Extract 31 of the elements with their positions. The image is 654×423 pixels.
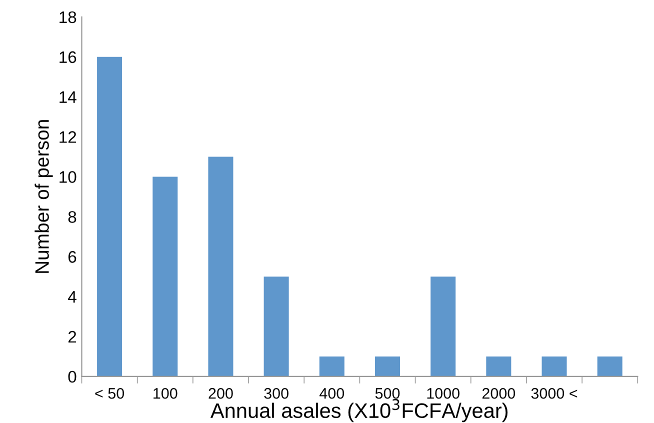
y-tick-label: 2 bbox=[68, 330, 76, 343]
y-axis-title: Number of person bbox=[34, 120, 53, 273]
y-tick-label: 12 bbox=[60, 131, 76, 143]
x-tick-label: 400 bbox=[320, 388, 344, 399]
x-tick-label: 500 bbox=[375, 388, 400, 399]
bar bbox=[430, 276, 456, 376]
bar bbox=[486, 356, 512, 376]
x-tick-label: 3000 < bbox=[531, 388, 578, 399]
y-tick-label: 0 bbox=[68, 370, 76, 383]
bar bbox=[597, 356, 622, 376]
y-tick-label: 6 bbox=[68, 251, 76, 263]
bar bbox=[208, 156, 234, 376]
y-tick-label: 14 bbox=[60, 91, 76, 103]
y-tick-label: 10 bbox=[60, 171, 76, 183]
x-tick-label: 2000 bbox=[482, 388, 516, 399]
bar bbox=[152, 176, 178, 376]
x-tick-label: 1000 bbox=[427, 388, 460, 399]
y-tick-label: 8 bbox=[68, 211, 76, 223]
bar bbox=[542, 356, 567, 376]
x-tick-label: 200 bbox=[208, 388, 233, 399]
x-tick-label: < 50 bbox=[95, 388, 124, 399]
y-tick-label: 18 bbox=[60, 11, 76, 24]
bar bbox=[97, 56, 122, 376]
bar bbox=[319, 356, 344, 376]
y-tick-label: 16 bbox=[60, 51, 76, 64]
bar bbox=[374, 356, 400, 376]
bar bbox=[264, 276, 289, 376]
x-tick-label: 100 bbox=[154, 388, 178, 399]
x-tick-label: 300 bbox=[264, 388, 288, 399]
x-axis-title: Annual asales (X10$^{3}$FCFA/year) bbox=[210, 399, 508, 422]
y-tick-label: 4 bbox=[68, 291, 76, 303]
